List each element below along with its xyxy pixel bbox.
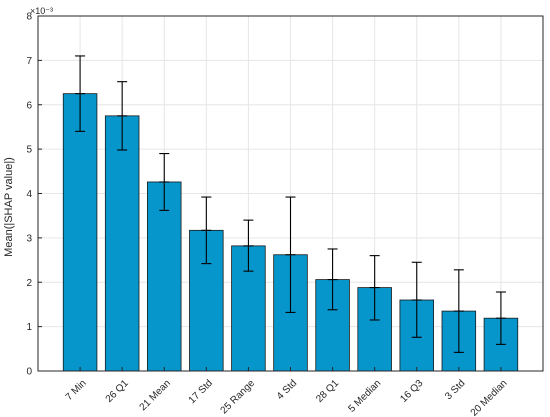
x-tick-label: 7 Min xyxy=(64,378,89,403)
x-tick-label: 5 Median xyxy=(346,378,383,415)
y-tick-label: 8 xyxy=(26,12,32,23)
error-bar xyxy=(369,255,380,321)
tick-labels: 0 1 2 3 4 5 6 7 8 7 Min 26 Q1 21 Mean 17 Std 25 Range… xyxy=(26,12,509,417)
axes xyxy=(37,15,544,372)
error-bar xyxy=(117,81,128,151)
plot-frame xyxy=(37,15,544,372)
bar xyxy=(147,181,182,372)
bar xyxy=(62,93,98,372)
y-tick-label: 1 xyxy=(26,322,32,333)
x-tick-label: 3 Std xyxy=(443,378,467,402)
y-tick-label: 2 xyxy=(26,278,32,289)
error-bar xyxy=(243,219,254,272)
bar xyxy=(104,115,140,372)
error-bar xyxy=(411,261,422,338)
error-bar xyxy=(285,196,296,313)
y-tick-label: 6 xyxy=(26,100,32,111)
y-tick-label: 7 xyxy=(26,56,32,67)
x-tick-label: 25 Range xyxy=(219,378,258,417)
error-bars xyxy=(75,55,506,353)
x-tick-label: 26 Q1 xyxy=(104,378,131,405)
bar xyxy=(189,229,224,372)
x-tick-label: 28 Q1 xyxy=(314,378,341,405)
error-bar xyxy=(327,248,338,311)
y-exponent-label: ×10⁻³ xyxy=(30,6,53,16)
y-tick-label: 4 xyxy=(26,189,32,200)
x-tick-label: 16 Q3 xyxy=(398,378,425,405)
y-axis-label: Mean(|SHAP value|) xyxy=(3,157,15,257)
x-tick-label: 21 Mean xyxy=(138,378,173,413)
x-tick-label: 17 Std xyxy=(187,378,215,406)
error-bar xyxy=(201,196,212,265)
error-bar xyxy=(495,291,506,345)
error-bar xyxy=(75,55,86,132)
y-tick-label: 0 xyxy=(26,367,32,378)
error-bar xyxy=(159,153,170,211)
bar xyxy=(231,245,266,372)
error-bar xyxy=(453,269,464,353)
y-tick-label: 5 xyxy=(26,145,32,156)
x-tick-label: 20 Median xyxy=(469,378,510,417)
x-tick-label: 4 Std xyxy=(275,378,299,402)
y-tick-label: 3 xyxy=(26,233,32,244)
